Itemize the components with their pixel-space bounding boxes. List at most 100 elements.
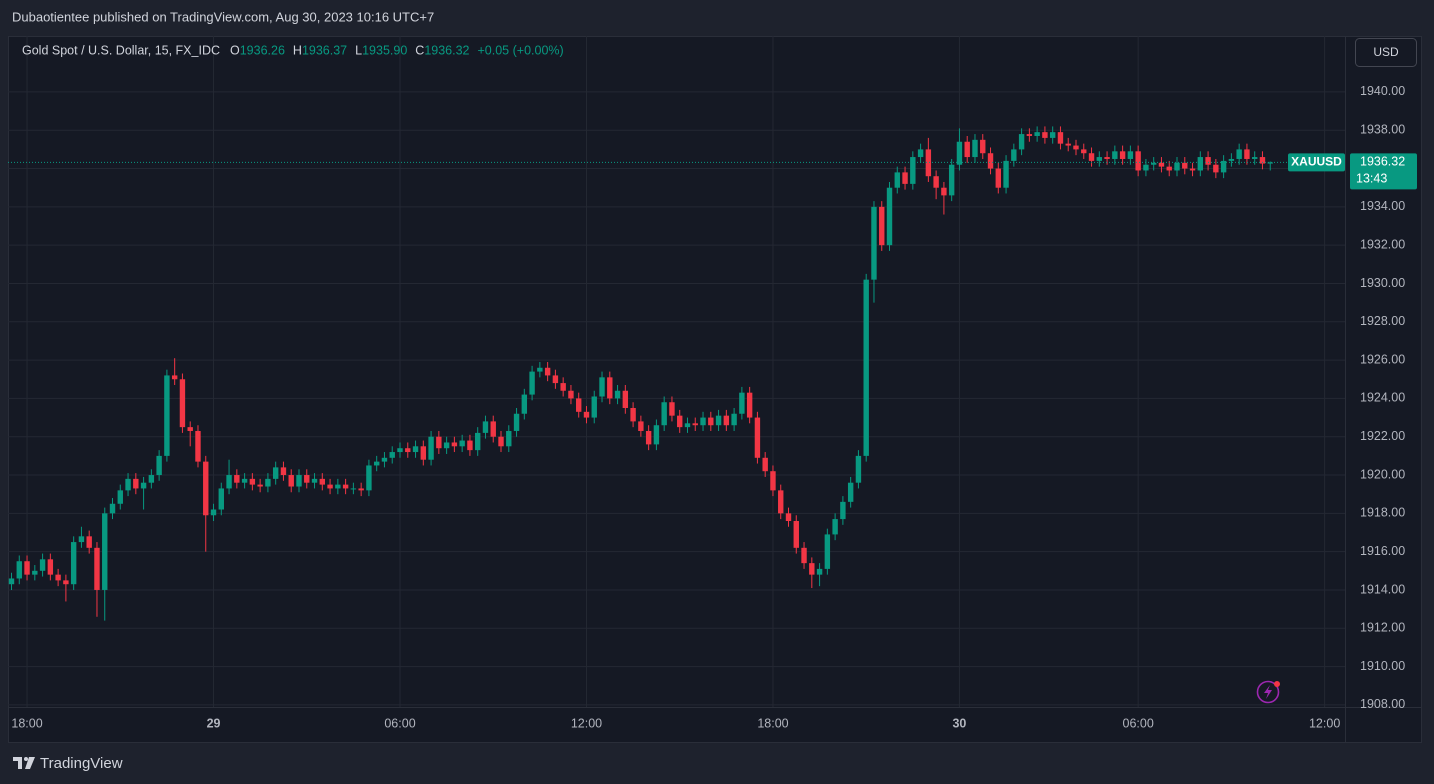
candle-body <box>1018 134 1025 150</box>
y-tick-label: 1918.00 <box>1360 506 1405 520</box>
legend-key: H <box>293 43 302 57</box>
candle-body <box>863 279 869 456</box>
candle-body <box>203 461 209 516</box>
price-tag-label: 1936.32 <box>1360 155 1405 169</box>
candle-body <box>980 139 986 154</box>
candle-body <box>1003 160 1009 188</box>
candle-body <box>521 394 528 414</box>
candle-body <box>304 475 310 483</box>
candle-body <box>226 475 232 489</box>
candle-body <box>847 482 854 502</box>
candle-body <box>234 475 240 483</box>
candle-body <box>1220 160 1227 173</box>
candle-body <box>910 157 916 184</box>
candle-body <box>498 436 504 447</box>
candle-body <box>591 396 597 418</box>
legend-value: 1936.37 <box>302 43 347 57</box>
candle-body <box>894 172 900 188</box>
candle-body <box>272 467 279 479</box>
candle-body <box>1182 162 1188 169</box>
candle-body <box>599 377 605 397</box>
candle-body <box>171 375 178 380</box>
candle-body <box>855 455 862 483</box>
symbol-tag <box>1288 153 1345 172</box>
candle-body <box>746 392 753 418</box>
candle-body <box>1112 151 1118 159</box>
y-tick-label: 1932.00 <box>1360 237 1405 251</box>
candle-body <box>529 371 535 395</box>
y-tick-label: 1910.00 <box>1360 659 1405 673</box>
candle-body <box>327 484 333 489</box>
candle-body <box>793 521 799 548</box>
candle-body <box>1065 143 1071 146</box>
y-tick-label: 1930.00 <box>1360 276 1405 290</box>
alert-bolt[interactable] <box>1264 685 1272 699</box>
y-tick-label: 1940.00 <box>1360 84 1405 98</box>
candle-body <box>342 484 349 489</box>
candle-body <box>187 427 193 431</box>
candle-body <box>1104 157 1110 159</box>
candle-body <box>381 457 388 462</box>
candle-body <box>513 413 520 431</box>
candle-body <box>576 398 582 412</box>
candle-body <box>754 417 761 458</box>
candle-body <box>630 407 636 422</box>
logo-mark <box>13 757 22 769</box>
candle-body <box>335 484 341 489</box>
candle-body <box>296 475 302 487</box>
candle-body <box>1252 157 1258 159</box>
price-tag <box>1350 153 1417 190</box>
candle-body <box>366 465 372 491</box>
alert-dot[interactable] <box>1274 681 1280 687</box>
candle-body <box>436 436 442 449</box>
alert-ring[interactable] <box>1256 680 1280 704</box>
candle-body <box>770 471 776 491</box>
candle-body <box>886 187 893 246</box>
candle-body <box>475 432 481 451</box>
candle-body <box>140 482 147 489</box>
candle-body <box>816 568 823 575</box>
brand-logo <box>13 757 35 769</box>
y-tick-label: 1916.00 <box>1360 544 1405 558</box>
candle-body <box>560 383 566 391</box>
candle-body <box>482 421 489 433</box>
candle-body <box>917 149 924 158</box>
candle-body <box>241 478 248 483</box>
logo-dot <box>24 757 28 761</box>
currency-label[interactable]: USD <box>1373 45 1399 59</box>
candle-body <box>809 563 815 575</box>
y-tick-label: 1928.00 <box>1360 314 1405 328</box>
candle-body <box>1026 134 1033 136</box>
candle-body <box>24 561 30 575</box>
candle-body <box>552 375 559 384</box>
candle-body <box>622 390 629 408</box>
candle-body <box>280 467 287 476</box>
y-tick-label: 1920.00 <box>1360 467 1405 481</box>
candle-body <box>257 484 263 487</box>
countdown-label: 13:43 <box>1356 172 1387 186</box>
candle-body <box>731 413 737 426</box>
candle-body <box>1119 151 1126 159</box>
candle-body <box>1088 153 1095 161</box>
candle-body <box>63 580 69 585</box>
candle-body <box>801 547 807 564</box>
candle-body <box>1049 132 1056 138</box>
candle-body <box>987 153 994 169</box>
currency-button[interactable] <box>1355 38 1417 67</box>
publish-info: Dubaotientee published on TradingView.co… <box>12 9 434 24</box>
candle-body <box>1166 166 1172 171</box>
candle-body <box>677 415 683 428</box>
alert-icon[interactable] <box>1256 680 1281 704</box>
candle-body <box>117 490 123 504</box>
candle-body <box>397 448 403 453</box>
candle-body <box>86 536 92 548</box>
candle-body <box>879 206 885 246</box>
candle-body <box>78 536 85 543</box>
candle-body <box>94 547 100 590</box>
candle-body <box>1073 145 1079 150</box>
candle-body <box>607 377 613 399</box>
candle-body <box>133 478 139 489</box>
candle-body <box>125 478 131 491</box>
